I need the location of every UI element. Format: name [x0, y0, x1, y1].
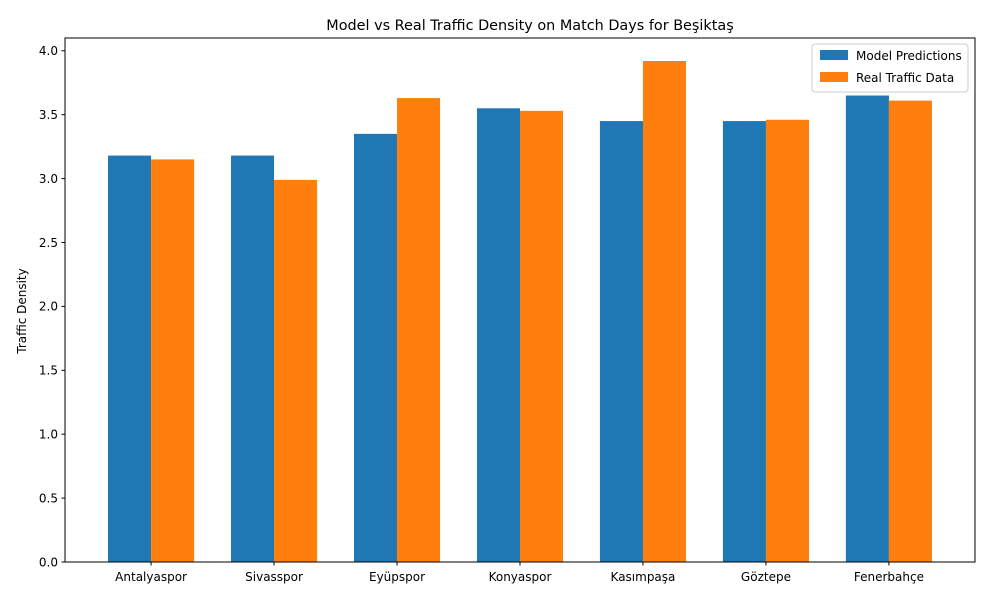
x-tick-label: Antalyaspor	[115, 570, 187, 584]
bar-model-3	[476, 108, 520, 562]
y-tick-label: 1.0	[39, 427, 58, 441]
chart-title: Model vs Real Traffic Density on Match D…	[326, 18, 733, 34]
y-axis-label: Traffic Density	[15, 268, 29, 355]
y-tick-label: 3.0	[39, 172, 58, 186]
bar-model-2	[353, 133, 398, 563]
y-tick-label: 0.5	[39, 491, 58, 505]
bar-model-4	[599, 121, 643, 562]
bars-group	[108, 61, 932, 563]
bar-model-5	[722, 121, 766, 562]
y-tick-label: 2.0	[39, 300, 58, 314]
legend-label-model: Model Predictions	[856, 49, 962, 63]
x-tick-label: Göztepe	[741, 570, 791, 584]
legend: Model Predictions Real Traffic Data	[811, 43, 969, 93]
legend-swatch-model	[820, 50, 848, 60]
y-tick-label: 3.5	[39, 108, 58, 122]
y-tick-label: 2.5	[39, 236, 58, 250]
legend-label-real: Real Traffic Data	[856, 71, 954, 85]
bar-real-1	[274, 179, 318, 563]
y-tick-label: 1.5	[39, 364, 58, 378]
x-tick-label: Fenerbahçe	[854, 570, 924, 584]
bar-real-0	[151, 159, 195, 563]
bar-real-4	[642, 61, 687, 562]
legend-swatch-real	[820, 72, 848, 82]
bar-model-0	[108, 155, 152, 562]
bar-model-6	[845, 95, 889, 562]
y-tick-label: 0.0	[39, 555, 58, 569]
bar-model-1	[231, 155, 275, 562]
y-axis-ticks: 0.0 0.5 1.0 1.5 2.0 2.5 3.0 3.5 4.0	[39, 44, 65, 569]
bar-real-5	[765, 119, 809, 563]
legend-box	[811, 43, 969, 93]
x-tick-label: Konyaspor	[489, 570, 552, 584]
bar-real-6	[888, 100, 932, 562]
x-tick-label: Kasımpaşa	[611, 570, 676, 584]
plot-area-frame	[64, 37, 976, 563]
x-tick-label: Eyüpspor	[369, 570, 425, 584]
bar-real-3	[520, 110, 564, 562]
x-axis-ticks: Antalyaspor Sivasspor Eyüpspor Konyaspor Kas…	[115, 562, 924, 584]
bar-real-2	[397, 98, 441, 562]
x-tick-label: Sivasspor	[245, 570, 303, 584]
y-tick-label: 4.0	[39, 44, 58, 58]
